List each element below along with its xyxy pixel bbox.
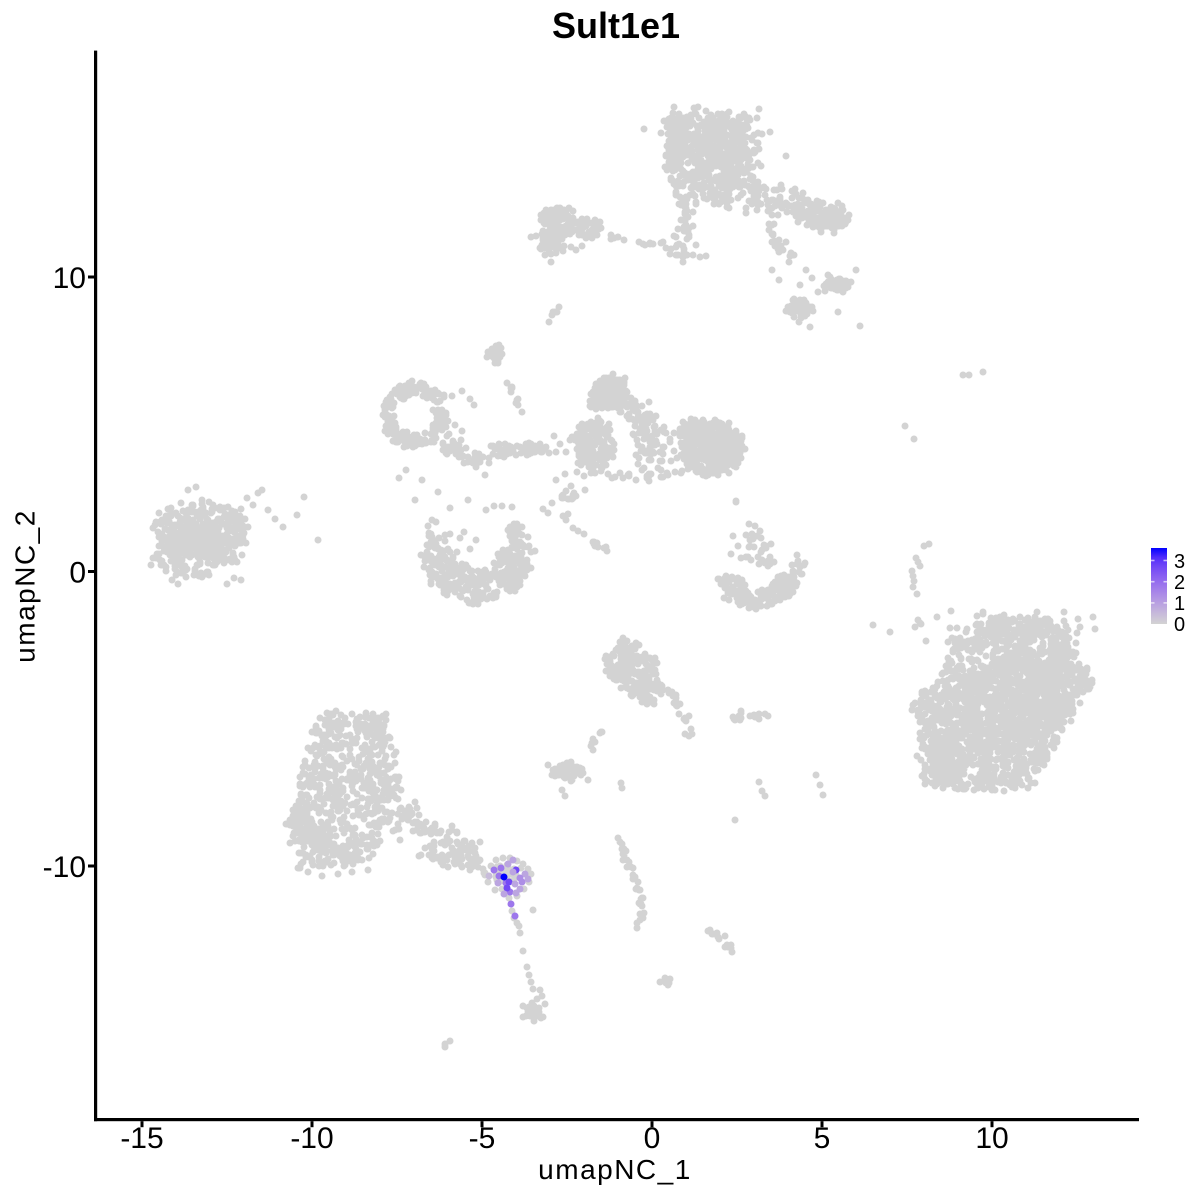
svg-text:3: 3 [1174, 551, 1185, 573]
svg-text:-5: -5 [469, 1122, 496, 1155]
svg-text:-10: -10 [290, 1122, 333, 1155]
svg-text:umapNC_1: umapNC_1 [538, 1154, 692, 1185]
svg-text:0: 0 [644, 1122, 661, 1155]
svg-text:2: 2 [1174, 572, 1185, 594]
svg-text:-15: -15 [120, 1122, 163, 1155]
svg-text:10: 10 [975, 1122, 1008, 1155]
svg-text:0: 0 [69, 556, 86, 589]
svg-text:0: 0 [1174, 614, 1185, 636]
svg-text:Sult1e1: Sult1e1 [552, 5, 680, 46]
svg-text:-10: -10 [43, 851, 86, 884]
svg-text:1: 1 [1174, 593, 1185, 615]
svg-text:umapNC_2: umapNC_2 [10, 509, 41, 663]
svg-text:10: 10 [53, 262, 86, 295]
svg-text:5: 5 [814, 1122, 831, 1155]
